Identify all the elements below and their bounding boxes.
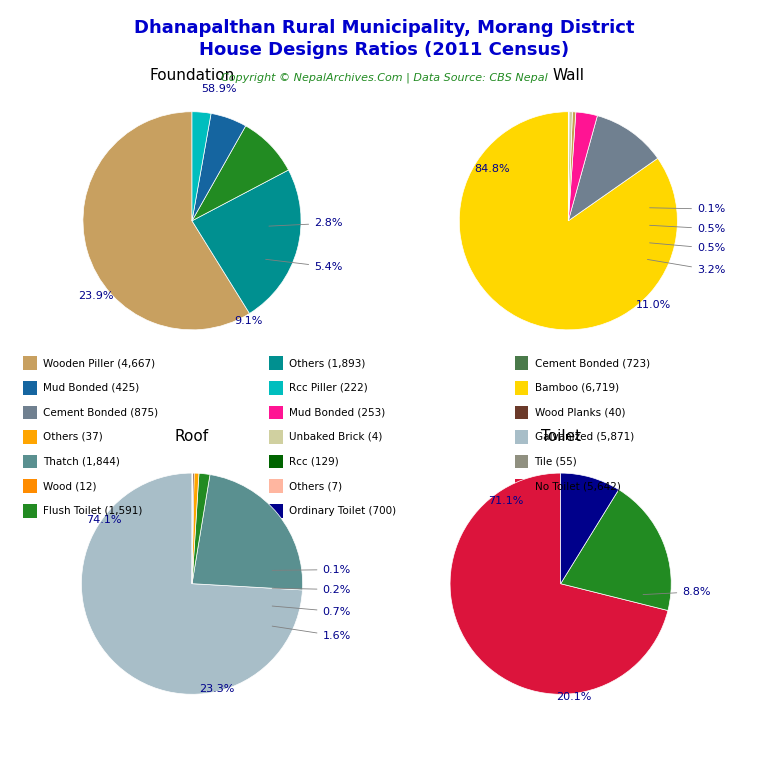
- Text: Cement Bonded (723): Cement Bonded (723): [535, 358, 650, 369]
- Text: Wooden Piller (4,667): Wooden Piller (4,667): [43, 358, 155, 369]
- Text: 1.6%: 1.6%: [272, 626, 351, 641]
- Text: 0.5%: 0.5%: [650, 223, 725, 233]
- Wedge shape: [568, 112, 576, 221]
- Title: Foundation: Foundation: [149, 68, 235, 83]
- Wedge shape: [192, 473, 210, 584]
- Text: Galvanized (5,871): Galvanized (5,871): [535, 432, 634, 442]
- Text: 3.2%: 3.2%: [647, 260, 726, 275]
- Title: Wall: Wall: [552, 68, 584, 83]
- Wedge shape: [81, 473, 303, 694]
- Text: Wood (12): Wood (12): [43, 481, 97, 492]
- Text: Rcc Piller (222): Rcc Piller (222): [289, 382, 368, 393]
- Wedge shape: [561, 473, 619, 584]
- Title: Roof: Roof: [175, 429, 209, 444]
- Wedge shape: [192, 126, 289, 221]
- Text: 23.9%: 23.9%: [78, 291, 114, 301]
- Wedge shape: [192, 111, 211, 221]
- Wedge shape: [568, 112, 598, 221]
- Text: Tile (55): Tile (55): [535, 456, 578, 467]
- Text: 20.1%: 20.1%: [556, 692, 591, 702]
- Wedge shape: [192, 473, 199, 584]
- Wedge shape: [192, 475, 303, 590]
- Text: Copyright © NepalArchives.Com | Data Source: CBS Nepal: Copyright © NepalArchives.Com | Data Sou…: [220, 73, 548, 84]
- Text: 84.8%: 84.8%: [474, 164, 510, 174]
- Wedge shape: [568, 112, 572, 221]
- Text: 11.0%: 11.0%: [636, 300, 671, 310]
- Text: Wood Planks (40): Wood Planks (40): [535, 407, 625, 418]
- Wedge shape: [568, 116, 657, 221]
- Text: Rcc (129): Rcc (129): [289, 456, 339, 467]
- Text: Others (7): Others (7): [289, 481, 342, 492]
- Text: 23.3%: 23.3%: [199, 684, 234, 694]
- Text: Mud Bonded (425): Mud Bonded (425): [43, 382, 139, 393]
- Text: Dhanapalthan Rural Municipality, Morang District
House Designs Ratios (2011 Cens: Dhanapalthan Rural Municipality, Morang …: [134, 19, 634, 59]
- Text: 0.2%: 0.2%: [272, 584, 351, 594]
- Text: 74.1%: 74.1%: [86, 515, 121, 525]
- Text: Cement Bonded (875): Cement Bonded (875): [43, 407, 158, 418]
- Text: 5.4%: 5.4%: [266, 260, 343, 272]
- Text: Unbaked Brick (4): Unbaked Brick (4): [289, 432, 382, 442]
- Text: 0.1%: 0.1%: [650, 204, 725, 214]
- Text: 0.5%: 0.5%: [650, 243, 725, 253]
- Wedge shape: [192, 170, 301, 313]
- Text: Others (37): Others (37): [43, 432, 103, 442]
- Text: 71.1%: 71.1%: [488, 496, 523, 506]
- Text: 9.1%: 9.1%: [234, 316, 263, 326]
- Wedge shape: [192, 473, 194, 584]
- Text: 8.8%: 8.8%: [643, 587, 711, 597]
- Text: Bamboo (6,719): Bamboo (6,719): [535, 382, 619, 393]
- Text: Mud Bonded (253): Mud Bonded (253): [289, 407, 385, 418]
- Text: 58.9%: 58.9%: [200, 84, 237, 94]
- Text: Thatch (1,844): Thatch (1,844): [43, 456, 120, 467]
- Text: 0.7%: 0.7%: [272, 606, 351, 617]
- Wedge shape: [561, 489, 671, 611]
- Text: 2.8%: 2.8%: [269, 218, 343, 228]
- Text: Others (1,893): Others (1,893): [289, 358, 365, 369]
- Wedge shape: [192, 114, 246, 221]
- Text: Flush Toilet (1,591): Flush Toilet (1,591): [43, 505, 142, 516]
- Text: No Toilet (5,642): No Toilet (5,642): [535, 481, 621, 492]
- Wedge shape: [83, 111, 250, 329]
- Text: Ordinary Toilet (700): Ordinary Toilet (700): [289, 505, 396, 516]
- Title: Toilet: Toilet: [541, 429, 581, 444]
- Wedge shape: [459, 111, 677, 329]
- Text: 0.1%: 0.1%: [272, 564, 351, 574]
- Wedge shape: [450, 473, 668, 694]
